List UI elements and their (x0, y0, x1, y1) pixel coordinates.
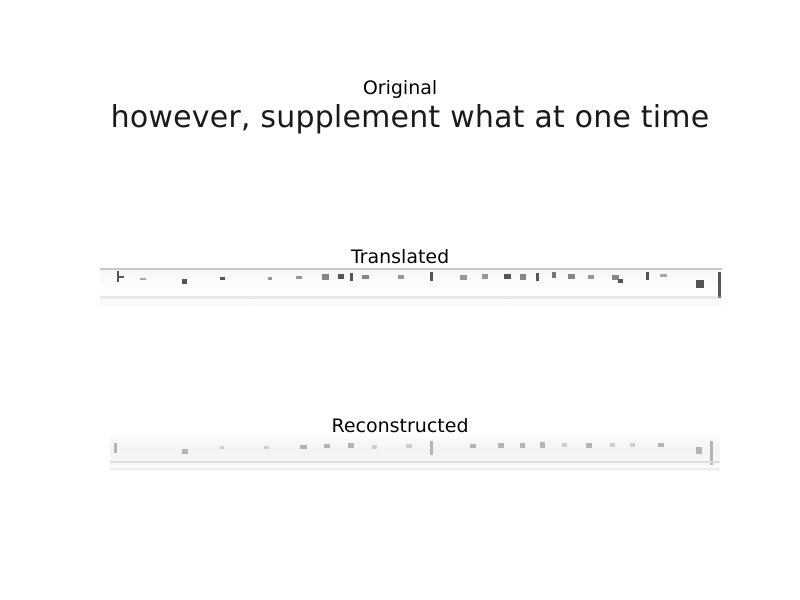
translated-glyph-noise (100, 268, 722, 299)
reconstructed-image (110, 437, 720, 471)
translated-panel-title: Translated (350, 246, 450, 268)
translated-image (100, 268, 722, 306)
original-text-image: however, supplement what at one time (110, 100, 710, 135)
reconstructed-glyph-noise (110, 441, 720, 470)
reconstructed-panel-title: Reconstructed (331, 415, 469, 437)
original-panel-title: Original (362, 77, 438, 99)
